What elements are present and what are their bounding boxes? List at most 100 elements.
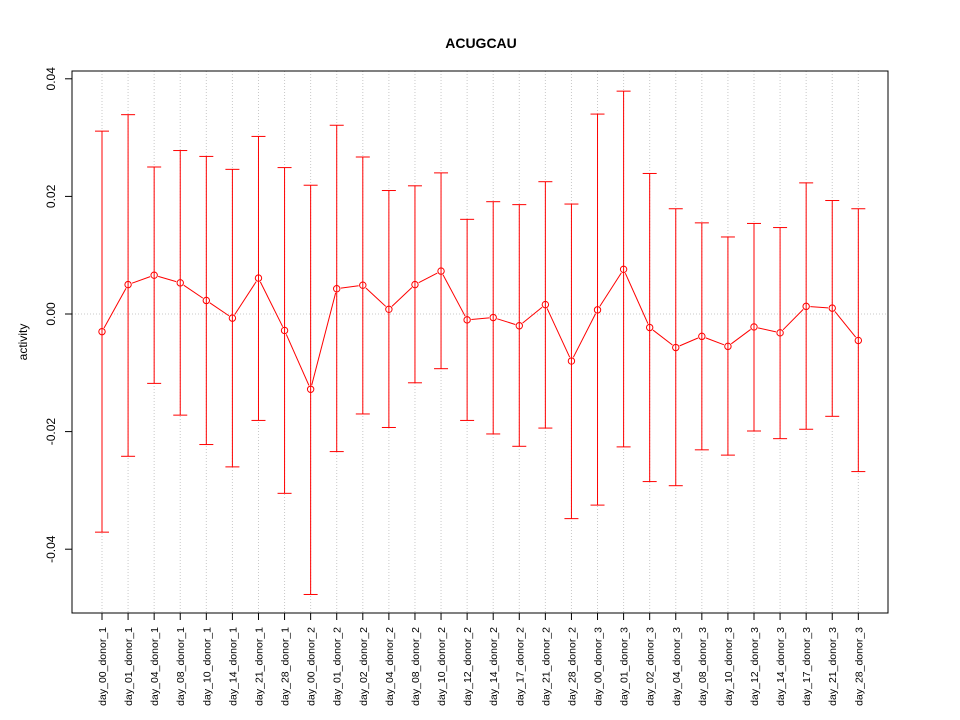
series-line-segment — [285, 334, 310, 386]
x-tick-label: day_17_donor_2 — [514, 627, 526, 706]
data-point — [280, 326, 289, 335]
data-point — [645, 323, 654, 332]
data-point — [411, 280, 419, 289]
data-series — [95, 90, 866, 595]
data-point — [750, 323, 758, 331]
y-axis-label: activity — [16, 324, 30, 361]
data-point — [593, 306, 602, 314]
chart-title: ACUGCAU — [445, 35, 517, 51]
x-tick-label: day_00_donor_2 — [306, 627, 318, 706]
series-line-segment — [158, 275, 177, 283]
x-tick-label: day_01_donor_2 — [332, 627, 344, 706]
x-tick-label: day_08_donor_3 — [697, 627, 709, 706]
data-point — [385, 305, 393, 313]
data-point — [724, 342, 732, 351]
series-line-segment — [391, 287, 413, 307]
data-point — [228, 314, 237, 322]
y-tick-label: -0.04 — [44, 535, 58, 563]
x-tick-label: day_01_donor_3 — [619, 627, 631, 706]
data-point — [202, 296, 211, 305]
data-point — [489, 313, 497, 322]
data-point — [359, 281, 367, 289]
series-line-segment — [599, 272, 622, 307]
x-tick-label: day_02_donor_3 — [645, 627, 657, 706]
series-line-segment — [131, 276, 151, 284]
series-line-segment — [679, 337, 699, 347]
series-line-segment — [209, 302, 230, 317]
x-axis: day_00_donor_1 day_01_donor_1 day_04_donor… — [97, 612, 865, 706]
plot-frame — [71, 70, 889, 614]
series-line-segment — [311, 292, 337, 386]
data-point — [802, 302, 810, 311]
y-tick-label: 0.00 — [44, 302, 58, 326]
series-line-segment — [705, 337, 725, 346]
series-line-segment — [340, 285, 359, 289]
x-tick-label: day_28_donor_3 — [853, 627, 865, 706]
x-tick-label: day_10_donor_1 — [201, 627, 213, 706]
data-point — [463, 316, 471, 324]
x-tick-label: day_21_donor_1 — [253, 627, 265, 706]
data-point — [437, 267, 445, 275]
x-tick-label: day_01_donor_1 — [123, 627, 135, 706]
data-point — [776, 329, 784, 337]
x-tick-label: day_17_donor_3 — [801, 627, 813, 706]
series-line-segment — [652, 329, 673, 346]
x-tick-label: day_12_donor_2 — [462, 627, 474, 706]
x-tick-label: day_10_donor_3 — [723, 627, 735, 706]
x-tick-label: day_00_donor_3 — [593, 627, 605, 706]
data-point — [698, 332, 706, 341]
data-point — [254, 274, 263, 282]
x-tick-label: day_02_donor_2 — [358, 627, 370, 706]
series-line-segment — [471, 317, 490, 321]
series-line-segment — [782, 308, 804, 331]
x-tick-label: day_14_donor_1 — [227, 627, 239, 706]
series-line-segment — [183, 284, 204, 299]
x-tick-label: day_10_donor_2 — [436, 627, 448, 706]
gridlines — [72, 71, 888, 613]
series-line-segment — [103, 288, 127, 329]
x-tick-label: day_08_donor_1 — [175, 627, 187, 706]
data-point — [333, 285, 341, 293]
x-tick-label: day_04_donor_2 — [384, 627, 396, 706]
x-tick-label: day_14_donor_2 — [488, 627, 500, 706]
series-line-segment — [365, 287, 387, 307]
x-tick-label: day_08_donor_2 — [410, 627, 422, 706]
y-tick-label: 0.04 — [44, 67, 58, 91]
data-point — [854, 336, 863, 345]
x-tick-label: day_21_donor_3 — [827, 627, 839, 706]
y-axis: -0.04 -0.02 0.00 0.02 0.04 — [44, 67, 73, 563]
x-tick-label: day_21_donor_2 — [540, 627, 552, 706]
series-line-segment — [234, 281, 257, 315]
series-line-segment — [624, 272, 649, 324]
y-tick-label: -0.02 — [44, 418, 58, 446]
x-tick-label: day_12_donor_3 — [749, 627, 761, 706]
series-line-segment — [810, 306, 829, 309]
series-line-segment — [522, 306, 543, 324]
series-line-segment — [497, 318, 516, 325]
series-line-segment — [730, 329, 751, 345]
data-point — [515, 322, 523, 330]
data-point — [98, 327, 106, 336]
x-tick-label: day_28_donor_2 — [566, 627, 578, 706]
series-line-segment — [546, 308, 571, 358]
data-point — [124, 280, 132, 289]
series-line-segment — [834, 311, 857, 338]
series-line-segment — [442, 274, 466, 317]
x-tick-label: day_00_donor_1 — [97, 627, 109, 706]
data-point — [828, 304, 836, 312]
series-line-segment — [418, 272, 438, 284]
data-point — [176, 279, 184, 287]
x-tick-label: day_28_donor_1 — [280, 627, 292, 706]
data-point — [541, 300, 550, 309]
series-line-segment — [757, 327, 777, 333]
data-point — [306, 385, 315, 393]
x-tick-label: day_04_donor_3 — [671, 627, 683, 706]
data-point — [619, 265, 628, 274]
x-tick-label: day_14_donor_3 — [775, 627, 787, 706]
y-tick-label: 0.02 — [44, 184, 58, 208]
series-line-segment — [572, 313, 597, 358]
x-tick-label: day_04_donor_1 — [149, 627, 161, 706]
series-line-segment — [259, 281, 284, 327]
data-point — [150, 271, 158, 279]
